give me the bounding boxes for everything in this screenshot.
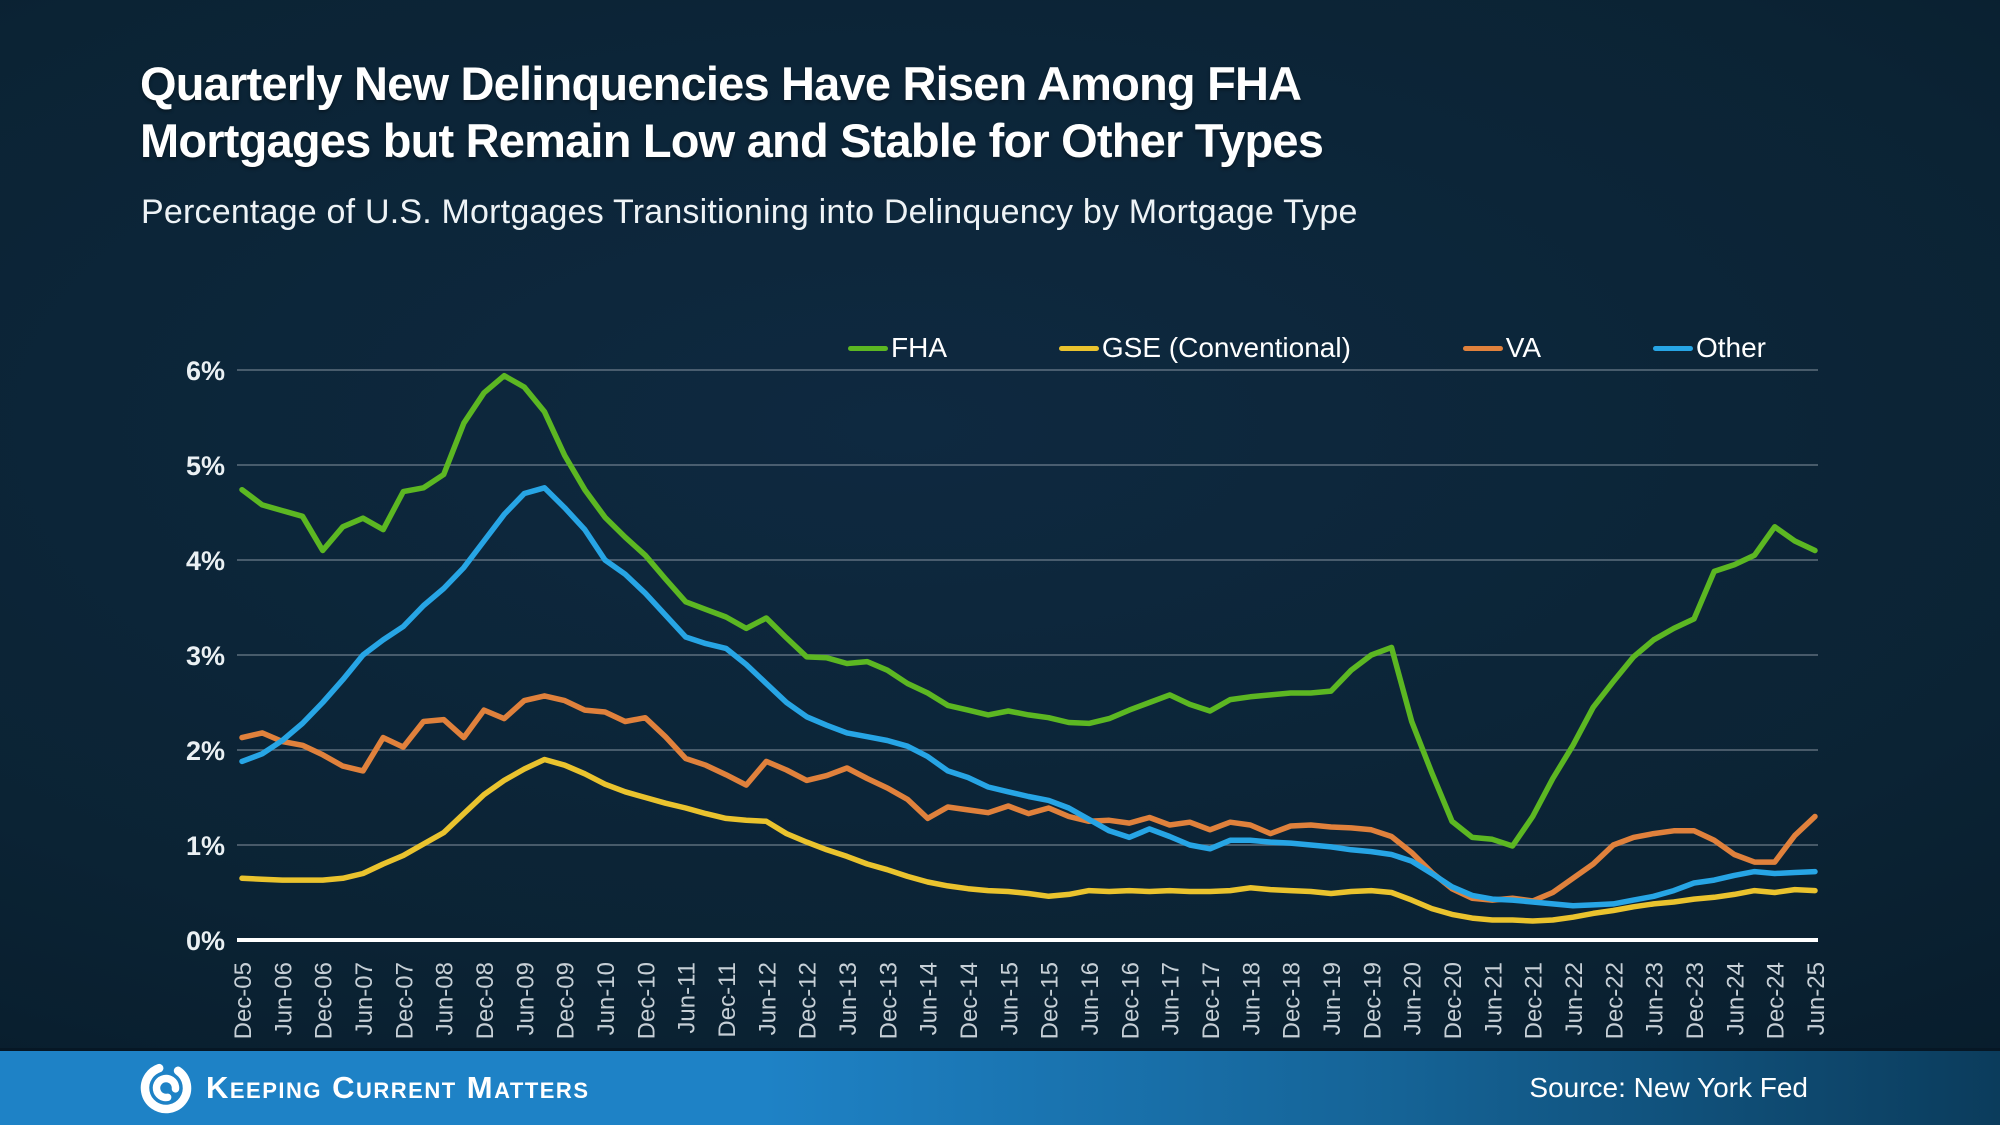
x-tick-label: Jun-09 bbox=[512, 962, 539, 1035]
x-tick-label: Dec-21 bbox=[1521, 962, 1548, 1039]
y-tick-label: 1% bbox=[186, 831, 225, 861]
source-credit: Source: New York Fed bbox=[1529, 1072, 1808, 1103]
y-tick-label: 5% bbox=[186, 451, 225, 481]
x-tick-label: Jun-13 bbox=[835, 962, 862, 1035]
fha-line-swatch bbox=[848, 345, 888, 351]
footer-bar: Keeping Current Matters Source: New York… bbox=[0, 1048, 2000, 1125]
other-line-swatch bbox=[1652, 345, 1693, 351]
x-tick-label: Dec-06 bbox=[311, 962, 338, 1039]
y-tick-label: 4% bbox=[186, 546, 225, 576]
title-line-1: Quarterly New Delinquencies Have Risen A… bbox=[140, 57, 1302, 110]
y-tick-label: 2% bbox=[186, 736, 225, 766]
x-tick-label: Dec-16 bbox=[1117, 962, 1144, 1039]
x-tick-label: Jun-07 bbox=[351, 962, 378, 1035]
x-tick-label: Dec-15 bbox=[1037, 962, 1064, 1039]
title-line-2: Mortgages but Remain Low and Stable for … bbox=[140, 114, 1324, 167]
kcm-logo-icon bbox=[140, 1062, 192, 1114]
x-tick-label: Jun-12 bbox=[754, 962, 781, 1035]
x-tick-label: Dec-10 bbox=[633, 962, 660, 1039]
x-tick-label: Jun-25 bbox=[1803, 962, 1830, 1035]
chart-legend: FHA GSE (Conventional) VA Other bbox=[848, 330, 1766, 366]
legend-label-other: Other bbox=[1695, 332, 1766, 363]
x-tick-label: Jun-06 bbox=[270, 962, 297, 1035]
x-tick-label: Dec-17 bbox=[1198, 962, 1225, 1039]
x-tick-label: Jun-17 bbox=[1158, 962, 1185, 1035]
x-tick-label: Jun-24 bbox=[1722, 962, 1749, 1035]
x-tick-label: Dec-18 bbox=[1279, 962, 1306, 1039]
x-tick-label: Jun-18 bbox=[1238, 962, 1265, 1035]
gse-conventional-line bbox=[239, 756, 1818, 924]
fha-line bbox=[239, 372, 1818, 849]
legend-label-gse: GSE (Conventional) bbox=[1101, 332, 1351, 363]
legend-item-va: VA bbox=[1462, 332, 1542, 364]
x-tick-label: Jun-16 bbox=[1077, 962, 1104, 1035]
x-tick-label: Jun-11 bbox=[674, 962, 701, 1034]
chart-subtitle: Percentage of U.S. Mortgages Transitioni… bbox=[141, 193, 1358, 231]
x-tick-label: Dec-23 bbox=[1682, 962, 1709, 1039]
page-title: Quarterly New Delinquencies Have Risen A… bbox=[140, 55, 1900, 169]
y-tick-label: 3% bbox=[186, 641, 225, 671]
x-tick-label: Dec-13 bbox=[875, 962, 902, 1039]
legend-label-fha: FHA bbox=[891, 332, 947, 363]
x-tick-label: Dec-07 bbox=[391, 962, 418, 1039]
x-tick-label: Jun-08 bbox=[432, 962, 459, 1035]
y-tick-label: 0% bbox=[186, 926, 225, 956]
x-tick-label: Jun-10 bbox=[593, 962, 620, 1035]
va-line bbox=[239, 693, 1818, 904]
other-line bbox=[239, 485, 1818, 909]
x-tick-label: Dec-22 bbox=[1601, 962, 1628, 1039]
x-tick-label: Dec-11 bbox=[714, 962, 741, 1038]
legend-item-other: Other bbox=[1652, 332, 1766, 364]
x-tick-label: Jun-22 bbox=[1561, 962, 1588, 1035]
y-tick-label: 6% bbox=[186, 356, 225, 386]
x-tick-label: Dec-19 bbox=[1359, 962, 1386, 1039]
x-tick-label: Dec-09 bbox=[553, 962, 580, 1039]
x-tick-label: Dec-12 bbox=[795, 962, 822, 1039]
x-tick-label: Jun-19 bbox=[1319, 962, 1346, 1035]
x-tick-label: Dec-14 bbox=[956, 962, 983, 1039]
x-tick-label: Dec-08 bbox=[472, 962, 499, 1039]
x-tick-label: Jun-23 bbox=[1642, 962, 1669, 1035]
x-tick-label: Jun-21 bbox=[1480, 962, 1507, 1035]
x-tick-label: Dec-20 bbox=[1440, 962, 1467, 1039]
x-tick-label: Dec-24 bbox=[1763, 962, 1790, 1039]
legend-item-gse: GSE (Conventional) bbox=[1058, 332, 1351, 364]
gse-line-swatch bbox=[1058, 345, 1099, 351]
x-tick-label: Jun-20 bbox=[1400, 962, 1427, 1035]
va-line-swatch bbox=[1462, 345, 1503, 351]
legend-label-va: VA bbox=[1505, 332, 1542, 363]
x-tick-label: Jun-15 bbox=[996, 962, 1023, 1035]
x-tick-label: Dec-05 bbox=[230, 962, 257, 1039]
legend-item-fha: FHA bbox=[848, 332, 947, 364]
brand-name: Keeping Current Matters bbox=[206, 1070, 590, 1105]
x-tick-label: Jun-14 bbox=[916, 962, 943, 1035]
